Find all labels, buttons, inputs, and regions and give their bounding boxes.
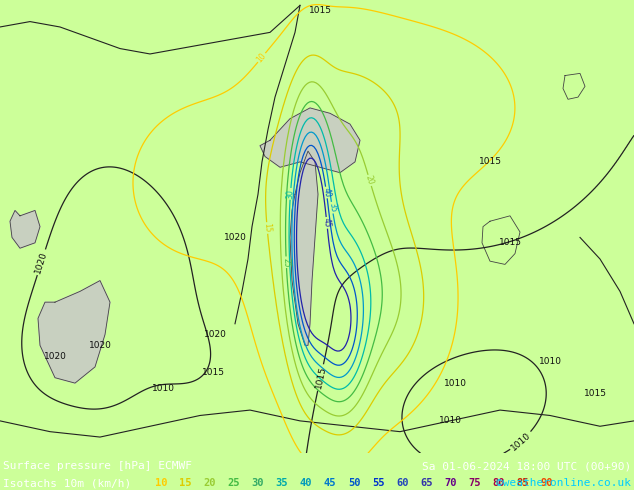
Text: 40: 40 xyxy=(300,478,313,488)
Polygon shape xyxy=(563,74,585,99)
Text: 1020: 1020 xyxy=(34,250,49,274)
Text: 1015: 1015 xyxy=(498,238,522,247)
Text: Isotachs 10m (km/h): Isotachs 10m (km/h) xyxy=(3,478,131,488)
Text: 75: 75 xyxy=(469,478,481,488)
Text: 45: 45 xyxy=(324,478,337,488)
Text: 30: 30 xyxy=(286,189,295,199)
Text: 1015: 1015 xyxy=(314,365,327,390)
Text: 85: 85 xyxy=(517,478,529,488)
Text: 1010: 1010 xyxy=(152,384,174,393)
Text: 30: 30 xyxy=(252,478,264,488)
Text: 55: 55 xyxy=(372,478,385,488)
Text: Sa 01-06-2024 18:00 UTC (00+90): Sa 01-06-2024 18:00 UTC (00+90) xyxy=(422,462,631,471)
Text: 1015: 1015 xyxy=(309,6,332,15)
Text: 1020: 1020 xyxy=(224,233,247,242)
Text: 1015: 1015 xyxy=(202,368,224,377)
Text: 1015: 1015 xyxy=(479,157,501,167)
Text: 40: 40 xyxy=(321,187,332,198)
Text: 35: 35 xyxy=(276,478,288,488)
Polygon shape xyxy=(260,108,360,172)
Text: 60: 60 xyxy=(396,478,409,488)
Text: 1015: 1015 xyxy=(583,390,607,398)
Text: 1020: 1020 xyxy=(204,330,226,339)
Text: 50: 50 xyxy=(348,478,361,488)
Text: ©weatheronline.co.uk: ©weatheronline.co.uk xyxy=(496,478,631,488)
Text: 20: 20 xyxy=(204,478,216,488)
Polygon shape xyxy=(10,210,40,248)
Text: 1020: 1020 xyxy=(89,341,112,350)
Text: 1020: 1020 xyxy=(44,352,67,361)
Text: 1010: 1010 xyxy=(509,430,533,452)
Text: 10: 10 xyxy=(255,51,268,64)
Polygon shape xyxy=(290,151,318,345)
Text: 1010: 1010 xyxy=(439,416,462,425)
Text: 1010: 1010 xyxy=(538,357,562,366)
Text: 1010: 1010 xyxy=(444,379,467,388)
Text: 80: 80 xyxy=(493,478,505,488)
Text: 25: 25 xyxy=(281,257,291,267)
Text: 70: 70 xyxy=(444,478,457,488)
Text: 15: 15 xyxy=(262,223,272,233)
Text: 35: 35 xyxy=(327,202,337,213)
Text: 20: 20 xyxy=(364,174,375,186)
Text: 25: 25 xyxy=(228,478,240,488)
Polygon shape xyxy=(482,216,520,265)
Text: 15: 15 xyxy=(179,478,192,488)
Text: 65: 65 xyxy=(420,478,433,488)
Text: 45: 45 xyxy=(322,218,332,228)
Text: Surface pressure [hPa] ECMWF: Surface pressure [hPa] ECMWF xyxy=(3,462,192,471)
Text: 90: 90 xyxy=(541,478,553,488)
Polygon shape xyxy=(38,281,110,383)
Text: 10: 10 xyxy=(155,478,168,488)
